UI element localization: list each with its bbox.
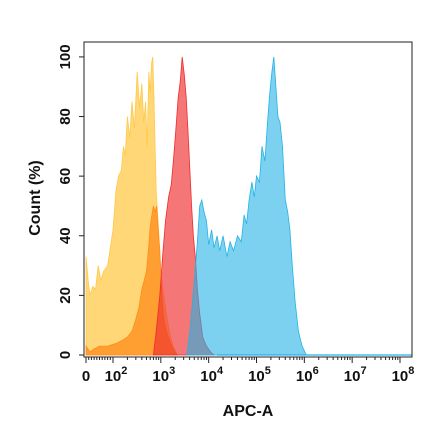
y-tick-label: 40 xyxy=(57,227,74,244)
y-tick-label: 20 xyxy=(57,287,74,304)
x-tick-label: 105 xyxy=(248,365,271,385)
y-tick-label: 80 xyxy=(57,108,74,125)
y-tick-label: 100 xyxy=(57,44,74,69)
plot-frame xyxy=(83,41,413,358)
histogram-series-4 xyxy=(186,56,307,356)
x-tick-label: 102 xyxy=(105,365,128,385)
x-tick-label: 106 xyxy=(296,365,319,385)
x-tick-label: 0 xyxy=(82,368,90,385)
ticks-layer: 0 20 40 60 80 100 0 102 103 104 105 106 107 108 xyxy=(57,44,414,385)
x-tick-label: 104 xyxy=(200,365,224,385)
histogram-series-layer xyxy=(85,56,412,356)
x-tick-label: 108 xyxy=(392,365,415,385)
x-tick-label: 107 xyxy=(344,365,367,385)
y-tick-label: 0 xyxy=(57,351,74,359)
x-axis-title: APC-A xyxy=(223,403,274,420)
y-axis-title: Count (%) xyxy=(27,160,44,236)
x-tick-label: 103 xyxy=(152,365,175,385)
y-tick-label: 60 xyxy=(57,168,74,185)
